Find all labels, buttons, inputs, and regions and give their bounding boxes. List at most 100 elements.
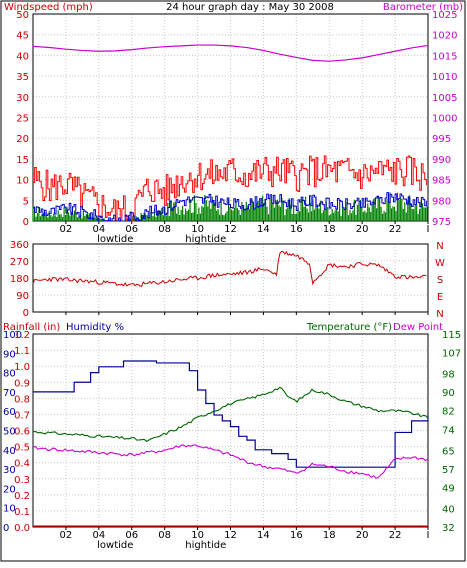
humidity-axis-title: Humidity % — [66, 322, 124, 333]
tick-label-rainfall: 0.2 — [14, 491, 30, 502]
tick-label-temperature: 40 — [442, 504, 455, 515]
tick-label-direction: 360 — [10, 240, 29, 251]
tick-label-hour: 18 — [323, 224, 336, 235]
labels-bot: 0 10 20 30 40 50 60 70 80 90 100 0.0 0.1 0.2 0.3 0.4 0.5… — [3, 330, 461, 551]
compass-letter: N — [436, 241, 443, 252]
plot-frame-humidity — [32, 333, 429, 528]
compass-letter: S — [437, 275, 443, 286]
tick-label-wind: 5 — [23, 196, 29, 207]
tick-label-hour: 12 — [224, 530, 237, 541]
tick-label-barometer: 975 — [432, 217, 451, 228]
tick-label-hour: 16 — [290, 224, 303, 235]
tick-label-humidity: 60 — [3, 407, 16, 418]
tick-label-temperature: 32 — [442, 523, 455, 534]
tick-label-wind: 15 — [16, 155, 29, 166]
labels-top: 0510152025303540455097598098599099510001… — [16, 10, 457, 245]
tick-label-barometer: 980 — [432, 196, 451, 207]
tick-label-wind: 10 — [16, 176, 29, 187]
tick-label-wind: 40 — [16, 51, 29, 62]
series-line-temperature — [32, 386, 429, 443]
tick-label-humidity: 80 — [3, 369, 16, 380]
tick-label-rainfall: 0.1 — [14, 507, 30, 518]
tick-label-wind: 45 — [16, 31, 29, 42]
tick-label-temperature: 90 — [442, 388, 455, 399]
marks-top — [32, 44, 429, 222]
tick-label-rainfall: 0.7 — [14, 410, 30, 421]
wind-axis-title: Windspeed (mph) — [4, 2, 93, 13]
tick-label-wind: 30 — [16, 93, 29, 104]
tick-label-rainfall: 0.4 — [14, 459, 30, 470]
tick-label-hour: 14 — [257, 530, 270, 541]
tick-label-wind: 35 — [16, 72, 29, 83]
dewpoint-axis-title: Dew Point — [393, 322, 443, 333]
tick-label-temperature: 49 — [442, 483, 455, 494]
tick-label-hour: 12 — [224, 224, 237, 235]
tick-label-humidity: 0 — [3, 523, 9, 534]
compass-letter: E — [437, 292, 443, 303]
series-line-humidity — [33, 360, 429, 468]
tick-label-hour: 06 — [125, 224, 138, 235]
tick-label-hour: 22 — [389, 530, 402, 541]
tick-label-wind: 50 — [16, 10, 29, 21]
tick-label-rainfall: 0.6 — [14, 427, 30, 438]
tick-label-temperature: 74 — [442, 425, 455, 436]
tick-label-hour: 02 — [60, 224, 73, 235]
compass-letter: N — [436, 309, 443, 320]
tick-label-hour: 04 — [92, 224, 105, 235]
tick-label-hour: 20 — [356, 530, 369, 541]
marks-mid — [32, 250, 427, 287]
tide-label: lowtide — [97, 540, 133, 551]
tick-label-hour: I — [427, 224, 430, 235]
tide-label: hightide — [185, 540, 226, 551]
tick-label-humidity: 70 — [3, 388, 16, 399]
tick-label-hour: 04 — [92, 530, 105, 541]
tick-label-direction: 180 — [10, 274, 29, 285]
tick-label-temperature: 107 — [442, 349, 461, 360]
tick-label-rainfall: 1.0 — [14, 362, 30, 373]
tick-label-hour: 10 — [191, 224, 204, 235]
rainfall-axis-title: Rainfall (in) — [3, 322, 60, 333]
tick-label-hour: 22 — [389, 224, 402, 235]
tick-label-direction: 90 — [16, 291, 29, 302]
tick-label-barometer: 1005 — [432, 93, 457, 104]
tick-label-hour: 10 — [191, 530, 204, 541]
tick-label-temperature: 57 — [442, 465, 455, 476]
series-line-average — [33, 192, 427, 222]
tick-label-barometer: 1025 — [432, 10, 457, 21]
tick-label-barometer: 995 — [432, 134, 451, 145]
tick-label-barometer: 1010 — [432, 72, 457, 83]
tick-label-temperature: 115 — [442, 330, 461, 341]
series-line-gust — [33, 155, 427, 222]
tick-label-rainfall: 1.1 — [14, 346, 30, 357]
tick-label-rainfall: 0.0 — [14, 523, 30, 534]
tick-label-humidity: 40 — [3, 446, 16, 457]
tick-label-humidity: 10 — [3, 504, 16, 515]
tick-label-hour: 08 — [158, 224, 171, 235]
tick-label-temperature: 82 — [442, 407, 455, 418]
tick-label-hour: 06 — [125, 530, 138, 541]
compass-letter: W — [435, 258, 445, 269]
tide-label: hightide — [185, 234, 226, 245]
tick-label-temperature: 65 — [442, 446, 455, 457]
tick-label-rainfall: 0.3 — [14, 475, 30, 486]
series-line-dewpoint — [32, 444, 429, 479]
tick-label-rainfall: 0.5 — [14, 443, 30, 454]
series-line-direction — [32, 250, 427, 287]
tick-label-rainfall: 1.2 — [14, 330, 30, 341]
tick-label-hour: 20 — [356, 224, 369, 235]
tick-label-barometer: 1015 — [432, 51, 457, 62]
grid-bot — [33, 334, 429, 530]
barometer-axis-title: Barometer (mb) — [383, 2, 463, 13]
temperature-axis-title: Temperature (°F) — [306, 322, 392, 333]
marks-bot — [32, 360, 429, 527]
tick-label-wind: 25 — [16, 114, 29, 125]
tick-label-rainfall: 0.9 — [14, 378, 30, 389]
tick-label-direction: 0 — [23, 308, 29, 319]
tick-label-hour: 16 — [290, 530, 303, 541]
tick-label-rainfall: 0.8 — [14, 394, 30, 405]
tick-label-hour: 14 — [257, 224, 270, 235]
plot-frame-direction — [32, 243, 429, 313]
tick-label-humidity: 100 — [3, 330, 22, 341]
